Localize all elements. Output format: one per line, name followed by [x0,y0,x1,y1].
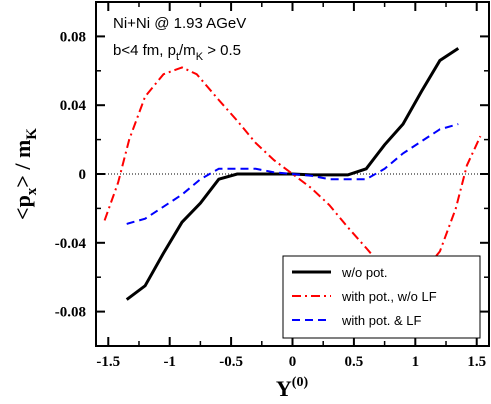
annotation-cuts-tail: > 0.5 [203,42,241,59]
annotation-system: Ni+Ni @ 1.93 AGeV [113,15,246,32]
x-tick-label: -1 [163,354,176,370]
x-tick-label: 0 [289,354,297,370]
legend-label-with-pot-wo-lf: with pot., w/o LF [341,289,437,304]
x-tick-label: 0.5 [345,354,364,370]
x-axis-label-base: Y [276,376,292,401]
y-axis-label-p1: <p [10,195,35,220]
annotation-cuts: b<4 fm, pt/mK > 0.5 [113,42,241,63]
annotation-cuts-sub2: K [196,51,204,63]
x-axis-label: Y(0) [276,375,309,401]
y-axis-ticks: -0.08 -0.04 0 0.04 0.08 [55,29,489,321]
legend: w/o pot. with pot., w/o LF with pot. & L… [282,255,481,339]
y-axis-label-p2: > / m [10,140,35,188]
y-axis-label-sub1: x [24,187,40,195]
y-tick-label: -0.08 [55,305,86,321]
annotation-cuts-sub1: t [176,51,179,63]
legend-label-w-o-pot: w/o pot. [341,265,388,280]
annotation-cuts-base: b<4 fm, p [113,42,176,59]
legend-label-with-pot-lf: with pot. & LF [341,313,422,328]
x-tick-label: 1 [412,354,420,370]
y-axis-label-sub2: K [24,128,40,140]
x-tick-label: -0.5 [219,354,243,370]
annotation-cuts-mid: /m [179,42,196,59]
x-tick-label: 1.5 [467,354,486,370]
x-axis-ticks: -1.5 -1 -0.5 0 0.5 1 1.5 [96,2,486,370]
y-tick-label: 0.04 [60,98,87,114]
y-tick-label: 0 [79,167,87,183]
y-tick-label: -0.04 [55,236,87,252]
series-line-with-pot-lf [126,123,459,225]
x-tick-label: -1.5 [96,354,120,370]
x-axis-label-sup: (0) [292,375,309,390]
y-axis-label: <px> / mK [10,128,40,220]
y-tick-label: 0.08 [60,29,86,45]
